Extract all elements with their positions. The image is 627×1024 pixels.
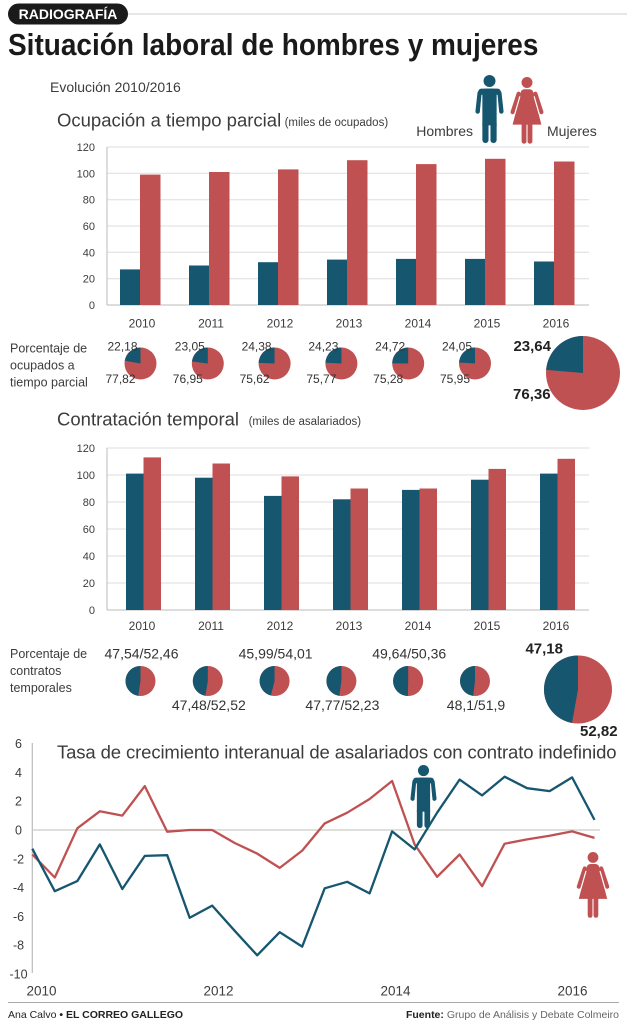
- svg-text:23,64: 23,64: [513, 338, 551, 355]
- svg-text:-10: -10: [9, 968, 27, 982]
- svg-text:-8: -8: [13, 939, 24, 953]
- svg-text:77,82: 77,82: [105, 372, 135, 386]
- svg-text:Hombres: Hombres: [416, 123, 473, 139]
- svg-text:24,72: 24,72: [375, 340, 405, 354]
- svg-text:120: 120: [77, 443, 95, 455]
- svg-text:Evolución 2010/2016: Evolución 2010/2016: [50, 79, 181, 95]
- svg-text:2015: 2015: [474, 317, 501, 331]
- svg-text:contratos: contratos: [10, 664, 61, 678]
- svg-text:80: 80: [83, 195, 95, 207]
- svg-text:ocupados a: ocupados a: [10, 359, 75, 373]
- svg-text:temporales: temporales: [10, 681, 72, 695]
- svg-text:Porcentaje de: Porcentaje de: [10, 647, 87, 661]
- svg-text:2012: 2012: [203, 984, 233, 999]
- svg-text:24,05: 24,05: [442, 340, 472, 354]
- svg-text:40: 40: [83, 551, 95, 563]
- svg-text:45,99/54,01: 45,99/54,01: [239, 646, 313, 662]
- svg-text:75,28: 75,28: [373, 372, 403, 386]
- svg-text:24,23: 24,23: [308, 340, 338, 354]
- svg-text:47,18: 47,18: [525, 641, 563, 658]
- svg-text:Ocupación a tiempo parcial: Ocupación a tiempo parcial: [57, 110, 281, 131]
- svg-text:75,77: 75,77: [306, 372, 336, 386]
- svg-text:24,38: 24,38: [242, 340, 272, 354]
- svg-text:Contratación temporal: Contratación temporal: [57, 409, 239, 430]
- svg-text:2012: 2012: [267, 317, 294, 331]
- svg-text:0: 0: [15, 824, 22, 838]
- svg-text:Tasa de crecimiento interanual: Tasa de crecimiento interanual de asalar…: [57, 742, 616, 763]
- svg-text:Porcentaje de: Porcentaje de: [10, 342, 87, 356]
- svg-text:20: 20: [83, 578, 95, 590]
- svg-text:2016: 2016: [543, 619, 570, 633]
- svg-text:2011: 2011: [198, 317, 224, 331]
- svg-text:2016: 2016: [557, 984, 587, 999]
- svg-text:tiempo parcial: tiempo parcial: [10, 376, 88, 390]
- svg-text:40: 40: [83, 247, 95, 259]
- svg-text:100: 100: [77, 470, 95, 482]
- svg-text:Ana Calvo • EL CORREO GALLEGO: Ana Calvo • EL CORREO GALLEGO: [8, 1009, 183, 1021]
- svg-text:52,82: 52,82: [580, 723, 618, 740]
- svg-text:(miles de ocupados): (miles de ocupados): [285, 117, 389, 129]
- svg-text:23,05: 23,05: [175, 340, 205, 354]
- svg-text:76,95: 76,95: [173, 372, 203, 386]
- svg-text:49,64/50,36: 49,64/50,36: [372, 646, 446, 662]
- svg-text:2010: 2010: [129, 619, 156, 633]
- svg-text:47,54/52,46: 47,54/52,46: [105, 646, 179, 662]
- svg-text:2: 2: [15, 795, 22, 809]
- svg-text:47,48/52,52: 47,48/52,52: [172, 697, 246, 713]
- svg-text:2016: 2016: [543, 317, 570, 331]
- svg-text:6: 6: [15, 737, 22, 751]
- svg-text:76,36: 76,36: [513, 386, 551, 403]
- svg-text:0: 0: [89, 605, 95, 617]
- svg-text:75,62: 75,62: [240, 372, 270, 386]
- svg-text:120: 120: [77, 142, 95, 154]
- svg-text:22,18: 22,18: [107, 340, 137, 354]
- svg-text:2010: 2010: [26, 984, 56, 999]
- svg-text:48,1/51,9: 48,1/51,9: [447, 697, 506, 713]
- svg-text:-6: -6: [13, 910, 24, 924]
- svg-text:47,77/52,23: 47,77/52,23: [305, 697, 379, 713]
- svg-text:2014: 2014: [405, 317, 432, 331]
- svg-text:Situación laboral de hombres y: Situación laboral de hombres y mujeres: [8, 28, 538, 63]
- svg-text:Fuente: Grupo de Análisis y De: Fuente: Grupo de Análisis y Debate Colme…: [406, 1009, 619, 1021]
- svg-text:(miles de asalariados): (miles de asalariados): [249, 416, 362, 428]
- svg-text:2011: 2011: [198, 619, 224, 633]
- svg-text:-4: -4: [13, 881, 24, 895]
- svg-text:2014: 2014: [405, 619, 432, 633]
- svg-text:-2: -2: [13, 852, 24, 866]
- svg-text:2010: 2010: [129, 317, 156, 331]
- svg-text:2012: 2012: [267, 619, 294, 633]
- svg-text:4: 4: [15, 766, 22, 780]
- svg-text:60: 60: [83, 221, 95, 233]
- svg-text:2013: 2013: [336, 317, 363, 331]
- svg-text:RADIOGRAFÍA: RADIOGRAFÍA: [19, 6, 118, 22]
- svg-text:20: 20: [83, 274, 95, 286]
- svg-text:2014: 2014: [380, 984, 411, 999]
- svg-text:80: 80: [83, 497, 95, 509]
- svg-text:2015: 2015: [474, 619, 501, 633]
- svg-text:100: 100: [77, 168, 95, 180]
- svg-text:0: 0: [89, 300, 95, 312]
- svg-text:2013: 2013: [336, 619, 363, 633]
- svg-text:75,95: 75,95: [440, 372, 470, 386]
- svg-text:Mujeres: Mujeres: [547, 123, 597, 139]
- svg-text:60: 60: [83, 524, 95, 536]
